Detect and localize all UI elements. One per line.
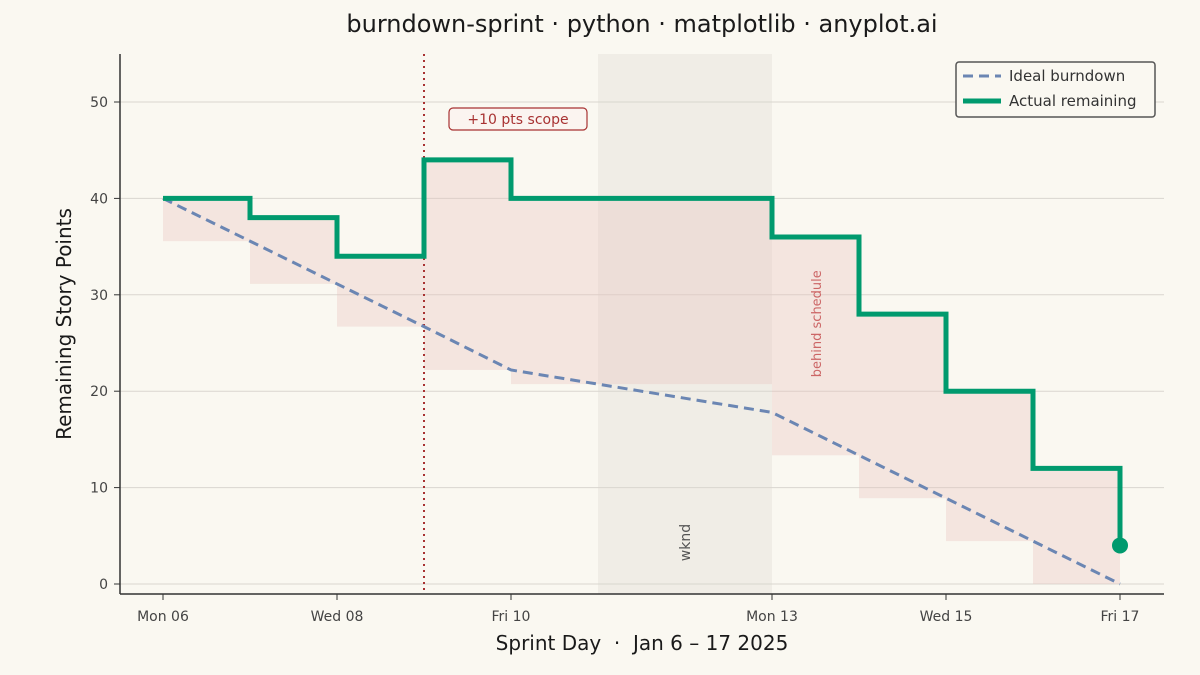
behind-schedule-area — [424, 159, 511, 370]
x-tick-label: Fri 17 — [1101, 609, 1140, 625]
y-tick-label: 0 — [99, 577, 108, 593]
actual-end-marker — [1112, 537, 1128, 554]
y-tick-label: 50 — [90, 95, 108, 111]
y-tick-label: 10 — [90, 481, 108, 497]
behind-schedule-area — [772, 236, 859, 456]
behind-schedule-area — [859, 314, 946, 499]
plot-area: behind schedule wknd +10 pts scope 0 10 20 30 4… — [90, 54, 1164, 625]
x-tick-label: Fri 10 — [492, 609, 531, 625]
behind-schedule-label: behind schedule — [810, 270, 825, 377]
y-tick-label: 30 — [90, 288, 108, 304]
scope-change-label: +10 pts scope — [467, 112, 568, 128]
behind-schedule-area — [946, 391, 1033, 542]
behind-schedule-area — [1033, 468, 1120, 584]
x-tick-label: Mon 06 — [137, 609, 189, 625]
ideal-burndown-line — [162, 197, 1121, 586]
legend-label-ideal: Ideal burndown — [1009, 67, 1125, 85]
weekend-label: wknd — [678, 524, 694, 561]
y-tick-label: 40 — [90, 191, 108, 207]
x-tick-label: Wed 15 — [920, 609, 973, 625]
behind-schedule-area — [250, 217, 337, 284]
y-axis-title: Remaining Story Points — [52, 208, 76, 440]
x-axis-title: Sprint Day · Jan 6 – 17 2025 — [496, 631, 789, 655]
legend-box — [955, 61, 1156, 118]
behind-schedule-area — [511, 198, 772, 385]
x-tick-label: Wed 08 — [311, 609, 364, 625]
legend-label-actual: Actual remaining — [1009, 92, 1137, 110]
scope-change-label-box — [448, 107, 588, 131]
weekend-band — [598, 54, 772, 594]
y-tick-label: 20 — [90, 384, 108, 400]
chart-title: burndown-sprint · python · matplotlib · … — [346, 10, 937, 38]
x-tick-label: Mon 13 — [746, 609, 798, 625]
actual-remaining-line — [163, 157, 1123, 546]
